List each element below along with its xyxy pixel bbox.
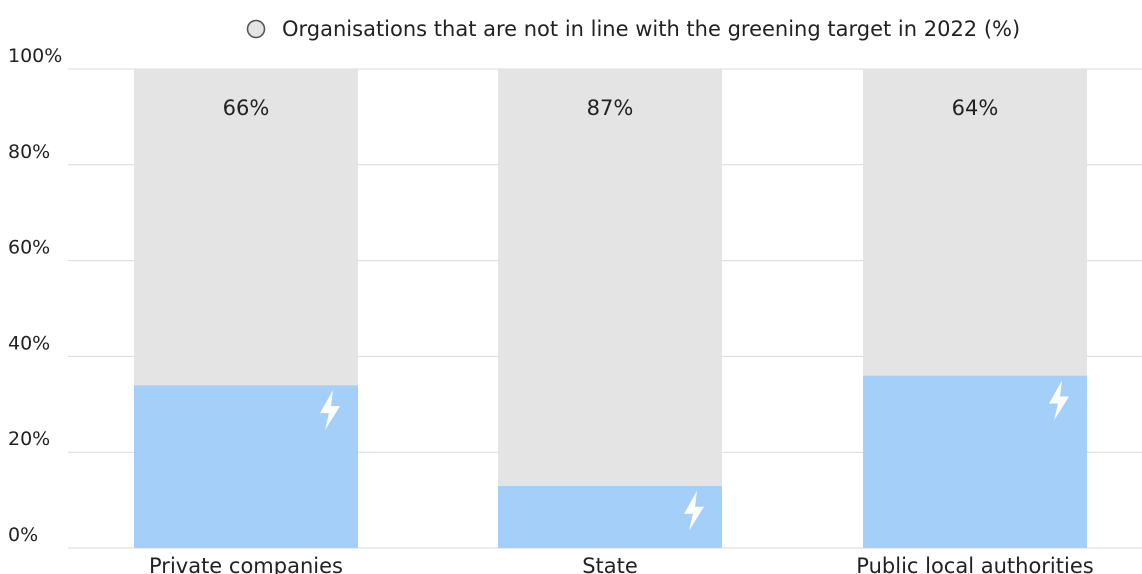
legend-marker-icon (246, 19, 266, 39)
lightning-bolt-icon (320, 390, 340, 431)
chart-legend[interactable]: Organisations that are not in line with … (246, 17, 1021, 41)
x-category-label: Public local authorities (856, 554, 1093, 574)
bar-value-label: 64% (952, 96, 999, 120)
legend-label: Organisations that are not in line with … (282, 17, 1020, 41)
y-axis: 0% 20% 40% 60% 80% 100% (8, 45, 62, 546)
bar-segment-not-in-line[interactable] (134, 69, 358, 386)
bar-segment-in-line[interactable] (498, 485, 722, 548)
bars: 66% 87% 64% (134, 69, 1087, 548)
y-tick-label: 100% (8, 45, 62, 67)
bar-segment-not-in-line[interactable] (498, 69, 722, 486)
y-tick-label: 40% (8, 332, 50, 354)
y-tick-label: 80% (8, 141, 50, 163)
bar-value-label: 66% (223, 96, 270, 120)
bar-value-label: 87% (587, 96, 634, 120)
bar-segment-in-line[interactable] (863, 375, 1087, 548)
x-category-label: State (582, 554, 638, 574)
y-tick-label: 0% (8, 524, 38, 546)
lightning-bolt-icon (684, 490, 704, 531)
y-tick-label: 60% (8, 237, 50, 259)
lightning-bolt-icon (1049, 380, 1069, 421)
x-category-label: Private companies (149, 554, 343, 574)
y-tick-label: 20% (8, 428, 50, 450)
x-axis: Private companies State Public local autho… (149, 554, 1094, 574)
bar-segment-not-in-line[interactable] (863, 69, 1087, 376)
